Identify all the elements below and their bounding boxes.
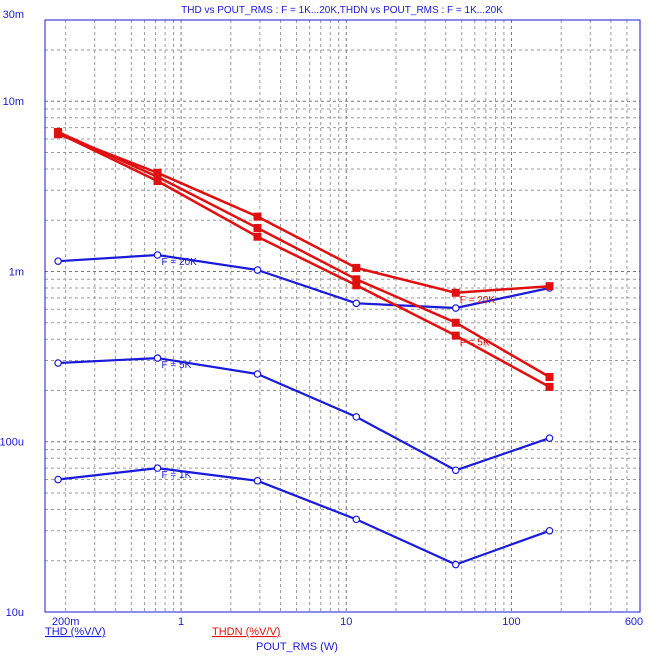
- data-point: [451, 304, 460, 312]
- data-point: [451, 288, 460, 297]
- series-label: F = 20K: [162, 257, 198, 268]
- x-tick-label: 10: [340, 616, 352, 628]
- data-point: [352, 263, 361, 272]
- data-point: [545, 373, 554, 382]
- data-point: [352, 275, 361, 284]
- data-point: [153, 251, 162, 259]
- data-point: [451, 331, 460, 340]
- series-line: [58, 253, 550, 310]
- data-point: [54, 359, 62, 367]
- chart-title: THD vs POUT_RMS : F = 1K...20K,THDN vs P…: [181, 5, 503, 16]
- y-tick-label: 10u: [6, 607, 24, 619]
- plot-frame: [44, 19, 641, 613]
- series-markers: [54, 127, 554, 569]
- grid: [45, 20, 640, 612]
- series-line: [57, 130, 551, 379]
- data-point: [451, 560, 460, 569]
- series-label: F = 1K: [162, 470, 192, 481]
- data-point: [54, 475, 62, 484]
- series-line: [58, 357, 550, 472]
- x-tick-label: 100: [502, 616, 520, 628]
- y-tick-label: 30m: [3, 9, 24, 21]
- data-point: [352, 515, 361, 524]
- series-label: F = 5K: [162, 360, 192, 371]
- data-point: [153, 172, 162, 181]
- data-point: [153, 464, 162, 472]
- data-point: [253, 212, 262, 221]
- data-point: [54, 127, 63, 136]
- data-point: [545, 526, 554, 535]
- data-point: [253, 476, 262, 485]
- data-point: [451, 318, 460, 327]
- data-point: [54, 257, 62, 265]
- series-lines: [57, 130, 551, 566]
- series-line: [57, 467, 550, 566]
- data-point: [253, 232, 262, 241]
- data-point: [545, 282, 554, 291]
- x-tick-label: 200m: [52, 616, 80, 628]
- data-point: [253, 224, 262, 233]
- x-tick-labels: 200m 1 10 100 600: [52, 616, 643, 628]
- x-tick-label: 1: [178, 616, 184, 628]
- data-point: [253, 370, 262, 378]
- series-labels: F = 20K F = 5K F = 1K F = 20K F = 5K: [162, 257, 496, 481]
- x-tick-label: 600: [625, 616, 643, 628]
- series-label: F = 5K: [460, 338, 490, 349]
- legend-thd: THD (%V/V): [45, 626, 106, 638]
- y-tick-label: 100u: [0, 437, 24, 449]
- data-point: [451, 466, 460, 475]
- legend-thdn: THDN (%V/V): [212, 626, 280, 638]
- y-tick-label: 1m: [9, 266, 24, 278]
- series-line: [57, 131, 551, 388]
- data-point: [352, 299, 361, 308]
- y-tick-label: 10m: [3, 96, 24, 108]
- y-tick-labels: 10u 100u 1m 10m 30m: [0, 9, 24, 619]
- data-point: [253, 266, 262, 274]
- series-line: [57, 133, 550, 295]
- data-point: [545, 382, 554, 391]
- data-point: [352, 413, 361, 421]
- x-axis-label: POUT_RMS (W): [256, 641, 338, 653]
- series-label: F = 20K: [460, 295, 496, 306]
- data-point: [545, 434, 554, 442]
- data-point: [153, 354, 162, 362]
